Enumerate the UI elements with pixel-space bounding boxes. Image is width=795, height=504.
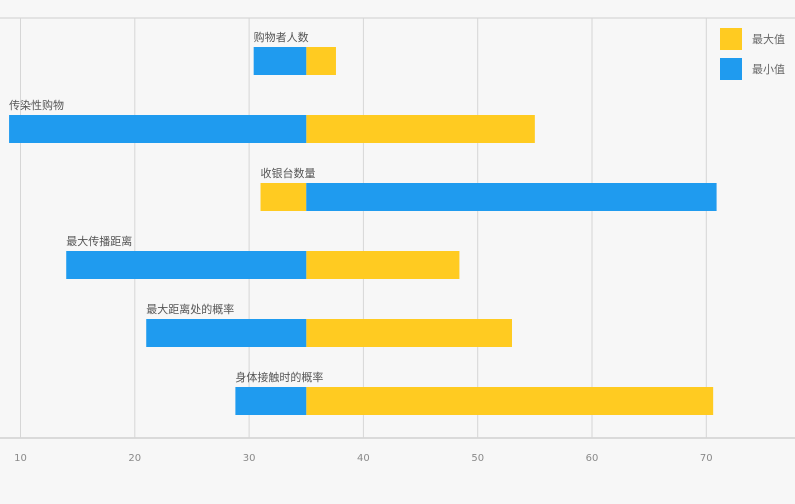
- x-tick-label: 20: [128, 453, 141, 464]
- x-tick-label: 30: [243, 453, 256, 464]
- bar-max: [260, 183, 307, 211]
- bar-min: [306, 183, 717, 211]
- bar-min: [235, 387, 307, 415]
- x-tick-label: 50: [471, 453, 484, 464]
- legend-swatch: [720, 58, 742, 80]
- category-label: 身体接触时的概率: [235, 370, 323, 384]
- x-tick-label: 40: [357, 453, 370, 464]
- category-label: 最大距离处的概率: [146, 302, 234, 316]
- legend-swatch: [720, 28, 742, 50]
- bar-max: [306, 115, 535, 143]
- bar-max: [306, 387, 714, 415]
- x-tick-label: 70: [700, 453, 713, 464]
- legend-label: 最大值: [752, 32, 785, 46]
- bar-min: [9, 115, 307, 143]
- x-tick-label: 10: [14, 453, 27, 464]
- x-tick-label: 60: [586, 453, 599, 464]
- category-label: 传染性购物: [9, 98, 64, 112]
- bar-max: [306, 319, 512, 347]
- bar-min: [253, 47, 307, 75]
- bar-min: [146, 319, 307, 347]
- category-label: 最大传播距离: [66, 234, 132, 248]
- category-label: 购物者人数: [254, 30, 309, 44]
- category-label: 收银台数量: [261, 166, 316, 180]
- bar-max: [306, 47, 336, 75]
- bar-max: [306, 251, 460, 279]
- bar-min: [66, 251, 307, 279]
- legend-label: 最小值: [752, 63, 785, 76]
